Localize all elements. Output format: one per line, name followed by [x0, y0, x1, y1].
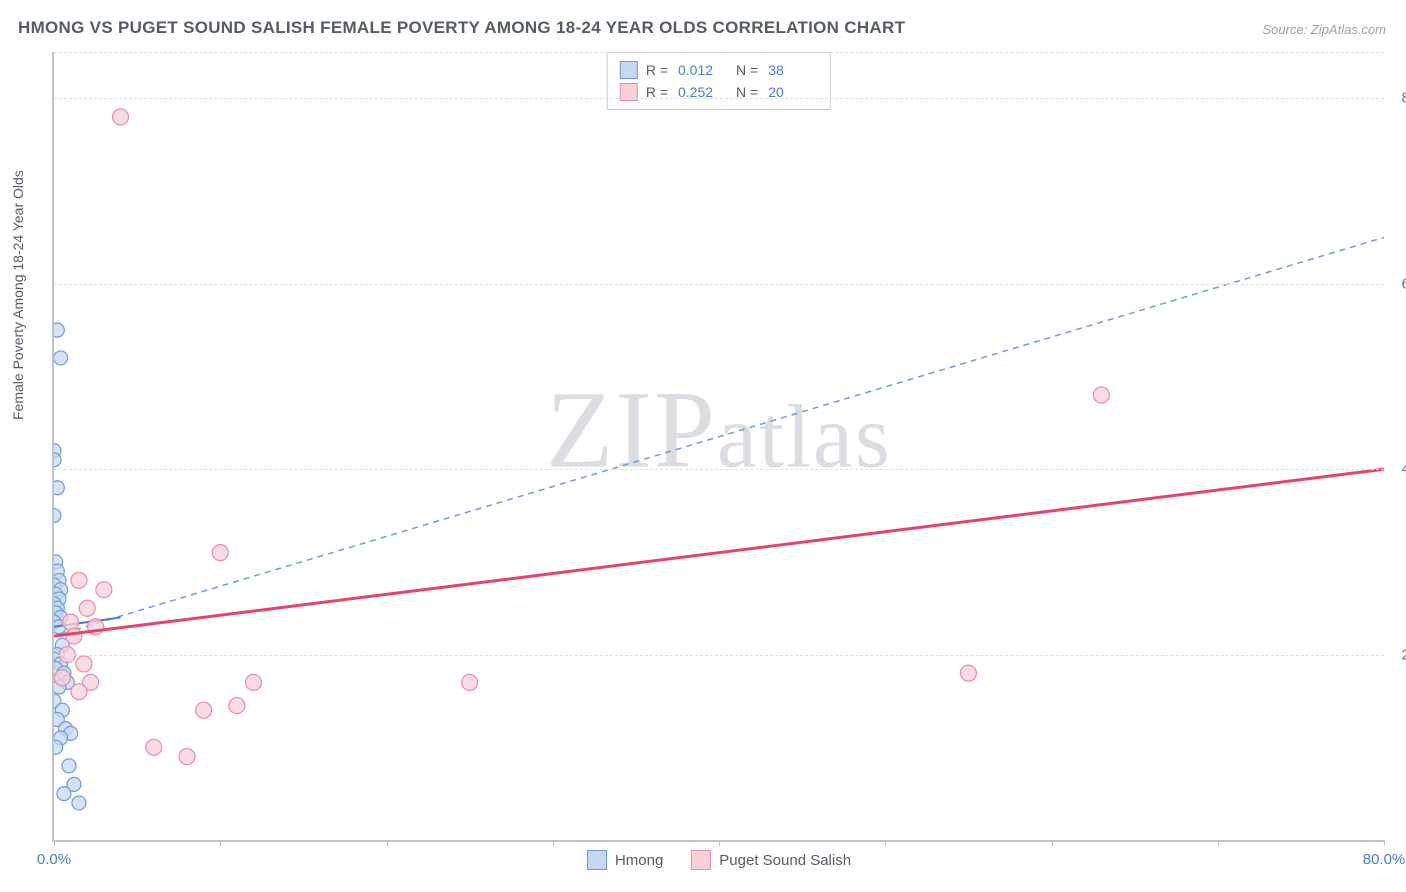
x-tick-mark — [220, 840, 221, 846]
swatch-hmong — [620, 61, 638, 79]
salish-r-value: 0.252 — [678, 81, 728, 103]
swatch-salish-icon — [691, 850, 711, 870]
legend-stats: R = 0.012 N = 38 R = 0.252 N = 20 — [607, 52, 831, 110]
gridline — [54, 284, 1384, 285]
chart-title: HMONG VS PUGET SOUND SALISH FEMALE POVER… — [18, 18, 905, 38]
plot-area: ZIPatlas R = 0.012 N = 38 R = 0.252 N = … — [52, 52, 1384, 842]
r-label: R = — [646, 81, 668, 103]
y-tick-label: 60.0% — [1389, 275, 1406, 292]
scatter-svg — [54, 52, 1384, 840]
x-tick-label: 0.0% — [37, 851, 71, 868]
legend-label-salish: Puget Sound Salish — [719, 852, 851, 869]
n-label: N = — [736, 81, 758, 103]
y-tick-label: 20.0% — [1389, 646, 1406, 663]
gridline — [54, 469, 1384, 470]
y-axis-label: Female Poverty Among 18-24 Year Olds — [10, 170, 26, 420]
hmong-n-value: 38 — [768, 59, 818, 81]
x-tick-mark — [1218, 840, 1219, 846]
legend-item-hmong: Hmong — [587, 850, 663, 870]
n-label: N = — [736, 59, 758, 81]
x-tick-mark — [885, 840, 886, 846]
gridline — [54, 98, 1384, 99]
x-tick-label: 80.0% — [1363, 851, 1406, 868]
legend-stats-row-salish: R = 0.252 N = 20 — [620, 81, 818, 103]
swatch-hmong-icon — [587, 850, 607, 870]
x-tick-mark — [54, 840, 55, 846]
x-tick-mark — [553, 840, 554, 846]
x-tick-mark — [719, 840, 720, 846]
gridline — [54, 655, 1384, 656]
legend-label-hmong: Hmong — [615, 852, 663, 869]
x-tick-mark — [1384, 840, 1385, 846]
x-tick-mark — [387, 840, 388, 846]
legend-item-salish: Puget Sound Salish — [691, 850, 851, 870]
legend-series: Hmong Puget Sound Salish — [587, 850, 851, 870]
hmong-r-value: 0.012 — [678, 59, 728, 81]
source-attribution: Source: ZipAtlas.com — [1262, 22, 1386, 37]
gridline — [54, 52, 1384, 53]
y-tick-label: 40.0% — [1389, 461, 1406, 478]
y-tick-label: 80.0% — [1389, 90, 1406, 107]
r-label: R = — [646, 59, 668, 81]
x-tick-mark — [1052, 840, 1053, 846]
salish-n-value: 20 — [768, 81, 818, 103]
legend-stats-row-hmong: R = 0.012 N = 38 — [620, 59, 818, 81]
